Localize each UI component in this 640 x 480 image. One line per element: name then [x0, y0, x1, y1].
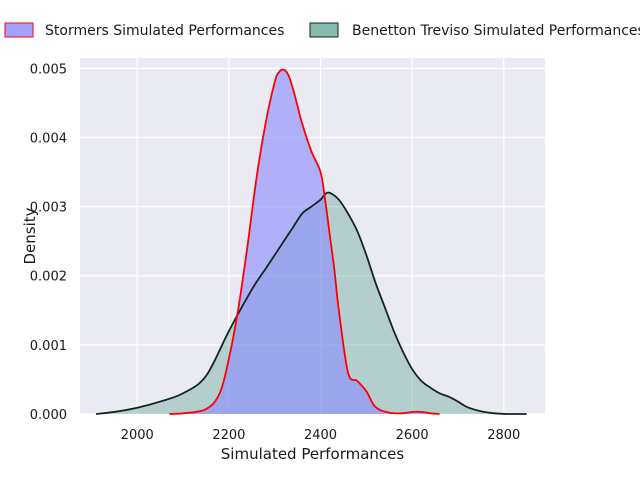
density-fills [96, 69, 527, 415]
legend-label: Stormers Simulated Performances [45, 23, 284, 39]
legend: Stormers Simulated Performances Benetton … [4, 22, 640, 39]
x-tick-labels: 2000 2200 2400 2600 2800 [121, 428, 521, 443]
legend-swatch [4, 22, 34, 38]
y-axis-label: Density [21, 207, 39, 264]
legend-swatch [309, 22, 339, 38]
x-tick-label: 2600 [396, 428, 429, 443]
density-line-series-1 [95, 191, 527, 415]
x-tick-label: 2000 [121, 428, 154, 443]
y-tick-labels: 0.000 0.001 0.002 0.003 0.004 0.005 [30, 62, 67, 423]
y-tick-label: 0.003 [30, 201, 67, 216]
y-tick-label: 0.001 [30, 339, 67, 354]
density-area-series-0 [169, 69, 440, 415]
y-tick-label: 0.004 [30, 131, 67, 146]
density-lines [95, 68, 527, 415]
y-tick-label: 0.002 [30, 270, 67, 285]
x-tick-label: 2800 [487, 428, 520, 443]
y-tick-label: 0.000 [30, 408, 67, 423]
density-line-series-0 [169, 68, 440, 415]
y-tick-label: 0.005 [30, 62, 67, 77]
x-axis-label: Simulated Performances [221, 445, 405, 463]
legend-label: Benetton Treviso Simulated Performances [352, 23, 640, 39]
x-tick-label: 2400 [304, 428, 337, 443]
x-tick-label: 2200 [212, 428, 245, 443]
